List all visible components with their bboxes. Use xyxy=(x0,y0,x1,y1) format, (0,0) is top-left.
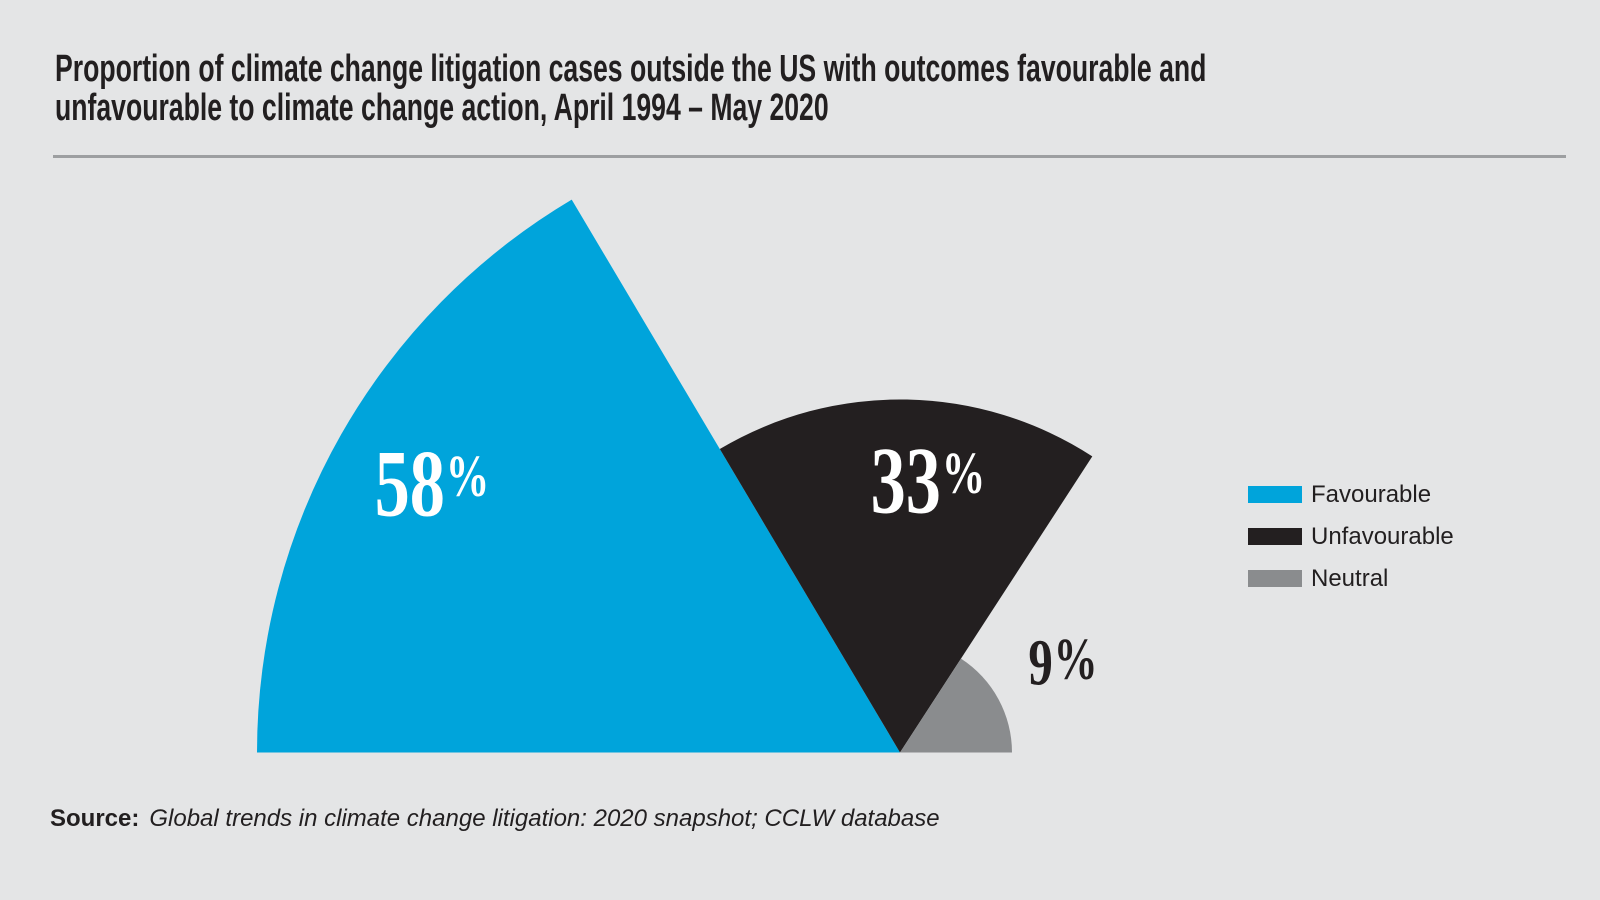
legend-item-neutral: Neutral xyxy=(1248,565,1454,592)
pct-symbol: % xyxy=(941,440,986,506)
chart-title-line1: Proportion of climate change litigation … xyxy=(55,48,1207,90)
pct-value-favourable: 58 xyxy=(374,430,445,537)
pct-symbol: % xyxy=(1053,625,1098,692)
legend-item-unfavourable: Unfavourable xyxy=(1248,523,1454,550)
source-text: Global trends in climate change litigati… xyxy=(149,805,940,832)
wedge-neutral xyxy=(900,658,1012,753)
legend-swatch-favourable xyxy=(1248,486,1302,503)
wedge-favourable xyxy=(257,199,900,753)
source-prefix: Source: xyxy=(50,805,140,832)
pct-value-unfavourable: 33 xyxy=(870,427,941,534)
legend-label-neutral: Neutral xyxy=(1311,565,1389,592)
pct-label-favourable: 58% xyxy=(375,436,490,532)
pct-value-neutral: 9 xyxy=(1028,626,1053,700)
legend-swatch-unfavourable xyxy=(1248,528,1302,545)
legend-item-favourable: Favourable xyxy=(1248,481,1454,508)
legend: Favourable Unfavourable Neutral xyxy=(1248,481,1454,612)
pct-label-neutral: 9% xyxy=(1028,629,1097,697)
chart-title: Proportion of climate change litigation … xyxy=(55,50,1206,128)
chart-title-line2: unfavourable to climate change action, A… xyxy=(55,87,829,129)
legend-label-unfavourable: Unfavourable xyxy=(1311,523,1454,550)
wedge-unfavourable xyxy=(719,399,1093,753)
source-line: Source: Global trends in climate change l… xyxy=(50,805,940,833)
title-divider-rule xyxy=(53,155,1566,158)
legend-swatch-neutral xyxy=(1248,570,1302,587)
pct-symbol: % xyxy=(445,443,490,509)
legend-label-favourable: Favourable xyxy=(1311,481,1432,508)
pct-label-unfavourable: 33% xyxy=(871,433,986,529)
